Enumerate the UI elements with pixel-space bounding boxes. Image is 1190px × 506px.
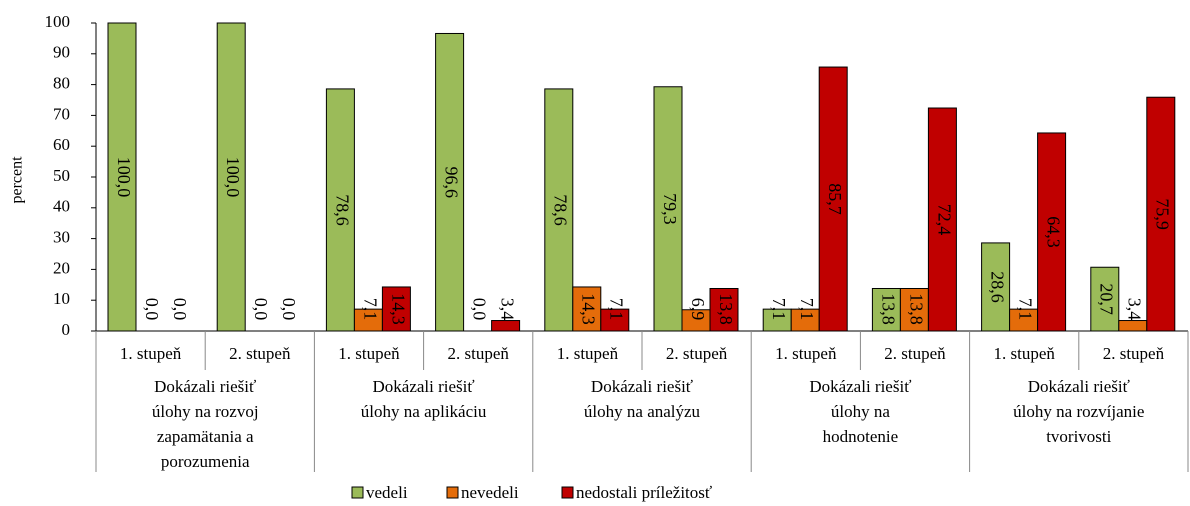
value-label: 0,0 — [469, 298, 489, 321]
value-label: 7,1 — [1015, 298, 1035, 321]
x-tick-label: 2. stupeň — [666, 344, 728, 363]
value-label: 7,1 — [607, 298, 627, 321]
y-tick-label: 10 — [53, 289, 70, 308]
x-tick-label: 1. stupeň — [120, 344, 182, 363]
x-tick-label: 1. stupeň — [994, 344, 1056, 363]
y-tick-label: 80 — [53, 74, 70, 93]
value-label: 7,1 — [360, 298, 380, 321]
group-label: Dokázali riešiť — [154, 377, 256, 396]
value-label: 85,7 — [825, 183, 845, 215]
legend-label: nevedeli — [461, 483, 519, 502]
y-tick-label: 20 — [53, 258, 70, 277]
value-label: 64,3 — [1043, 216, 1063, 248]
value-label: 100,0 — [114, 157, 134, 198]
bar — [899, 287, 929, 332]
y-tick-label: 60 — [53, 135, 70, 154]
value-label: 13,8 — [878, 293, 898, 325]
value-label: 96,6 — [441, 166, 461, 198]
value-label: 14,3 — [388, 293, 408, 325]
y-axis-label: percent — [9, 156, 26, 204]
legend-label: vedeli — [366, 483, 408, 502]
x-tick-label: 1. stupeň — [338, 344, 400, 363]
value-label: 14,3 — [579, 293, 599, 325]
value-label: 28,6 — [987, 271, 1007, 303]
bar — [818, 66, 848, 332]
group-label: Dokázali riešiť — [373, 377, 475, 396]
value-label: 0,0 — [251, 298, 271, 321]
value-label: 72,4 — [934, 204, 954, 236]
group-label: Dokázali riešiť — [1028, 377, 1130, 396]
group-label: úlohy na — [831, 402, 890, 421]
value-label: 3,4 — [497, 298, 517, 321]
bar — [709, 287, 739, 332]
bar — [1090, 266, 1120, 332]
legend-swatch — [561, 486, 574, 499]
y-tick-label: 90 — [53, 43, 70, 62]
value-label: 100,0 — [223, 157, 243, 198]
group-label: úlohy na rozvíjanie — [1013, 402, 1144, 421]
bar — [107, 22, 137, 332]
group-label: tvorivosti — [1046, 427, 1111, 446]
group-label: Dokázali riešiť — [591, 377, 693, 396]
x-tick-label: 2. stupeň — [448, 344, 510, 363]
value-label: 0,0 — [170, 298, 190, 321]
bar — [381, 286, 411, 332]
bar — [1146, 96, 1176, 332]
y-tick-label: 0 — [62, 320, 71, 339]
group-label: porozumenia — [161, 452, 250, 471]
group-label: úlohy na analýzu — [584, 402, 701, 421]
bar — [216, 22, 246, 332]
bar — [572, 286, 602, 332]
value-label: 78,6 — [551, 194, 571, 226]
value-label: 13,8 — [906, 293, 926, 325]
legend-swatch — [351, 486, 364, 499]
y-tick-label: 30 — [53, 228, 70, 247]
bar — [981, 242, 1011, 332]
x-tick-label: 1. stupeň — [557, 344, 619, 363]
group-label: zapamätania a — [157, 427, 254, 446]
bar — [1118, 320, 1148, 332]
value-label: 7,1 — [797, 298, 817, 321]
value-label: 20,7 — [1097, 283, 1117, 315]
group-label: úlohy na rozvoj — [152, 402, 259, 421]
value-label: 13,8 — [716, 293, 736, 325]
bar — [435, 32, 465, 332]
value-label: 79,3 — [660, 193, 680, 225]
x-tick-label: 2. stupeň — [884, 344, 946, 363]
value-label: 78,6 — [332, 194, 352, 226]
value-label: 7,1 — [769, 298, 789, 321]
y-tick-label: 40 — [53, 197, 70, 216]
bar — [491, 320, 521, 332]
x-tick-label: 2. stupeň — [1103, 344, 1165, 363]
y-tick-label: 50 — [53, 166, 70, 185]
group-label: Dokázali riešiť — [809, 377, 911, 396]
legend-swatch — [446, 486, 459, 499]
bar — [1037, 132, 1067, 332]
group-label: hodnotenie — [823, 427, 899, 446]
x-tick-label: 1. stupeň — [775, 344, 837, 363]
y-tick-label: 100 — [45, 12, 71, 31]
value-label: 0,0 — [142, 298, 162, 321]
x-tick-label: 2. stupeň — [229, 344, 291, 363]
value-label: 75,9 — [1153, 198, 1173, 230]
y-tick-label: 70 — [53, 104, 70, 123]
group-label: úlohy na aplikáciu — [361, 402, 487, 421]
value-label: 0,0 — [279, 298, 299, 321]
value-label: 6,9 — [688, 298, 708, 321]
legend-label: nedostali príležitosť — [576, 483, 712, 502]
value-label: 3,4 — [1125, 298, 1145, 321]
